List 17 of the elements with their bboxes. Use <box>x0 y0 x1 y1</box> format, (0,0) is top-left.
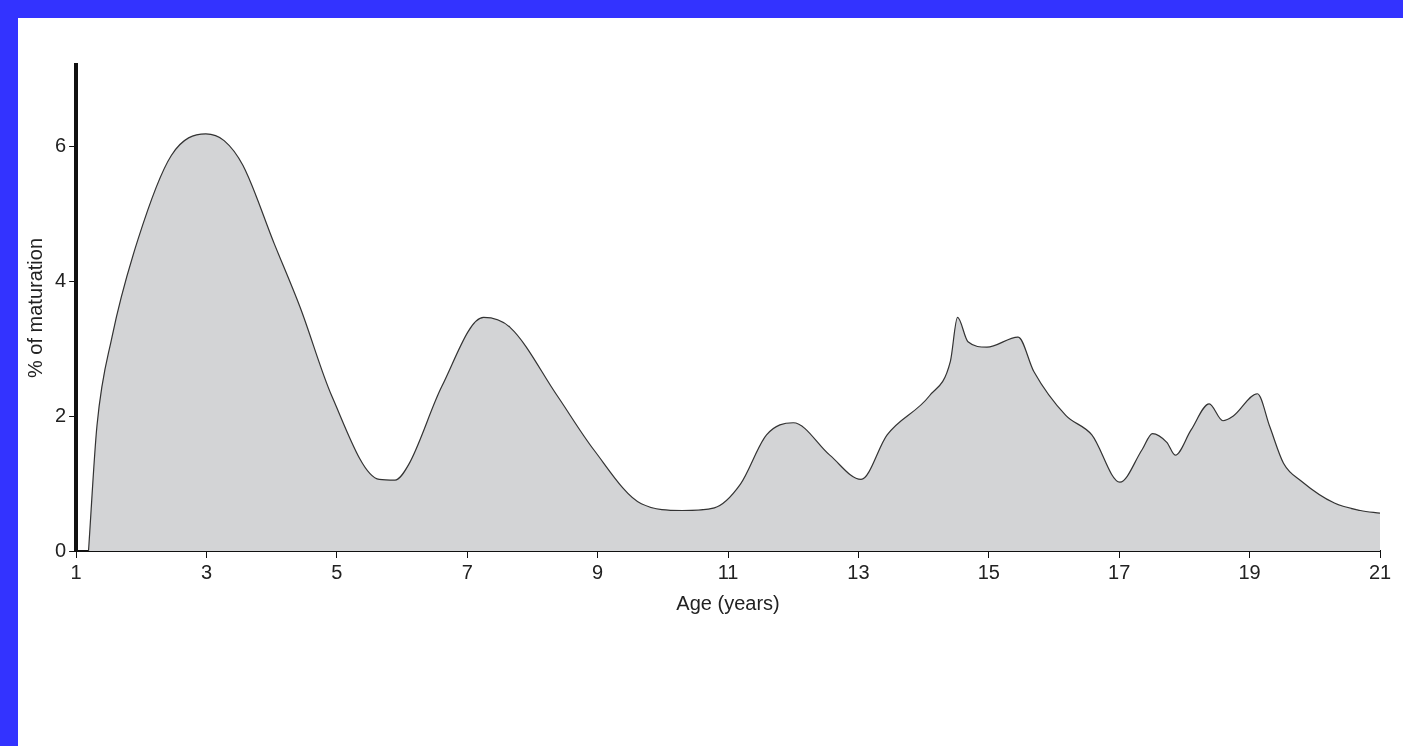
y-tick-label: 4 <box>55 268 67 291</box>
y-tick-label: 0 <box>55 538 67 561</box>
y-axis-title: % of maturation <box>23 237 46 379</box>
x-tick-label: 19 <box>1238 560 1261 583</box>
x-tick-label: 17 <box>1108 560 1131 583</box>
x-tick-label: 9 <box>592 560 604 583</box>
x-tick-label: 15 <box>977 560 1000 583</box>
x-axis-title: Age (years) <box>676 591 780 614</box>
x-tick-label: 7 <box>461 560 473 583</box>
y-tick-label: 2 <box>55 403 67 426</box>
x-tick-label: 1 <box>70 560 82 583</box>
x-tick-label: 21 <box>1368 560 1392 583</box>
y-tick-label: 6 <box>55 133 67 156</box>
x-tick-label: 3 <box>200 560 213 583</box>
x-tick-label: 5 <box>331 560 343 583</box>
x-tick-label: 13 <box>847 560 870 583</box>
x-tick-label: 11 <box>717 560 739 583</box>
